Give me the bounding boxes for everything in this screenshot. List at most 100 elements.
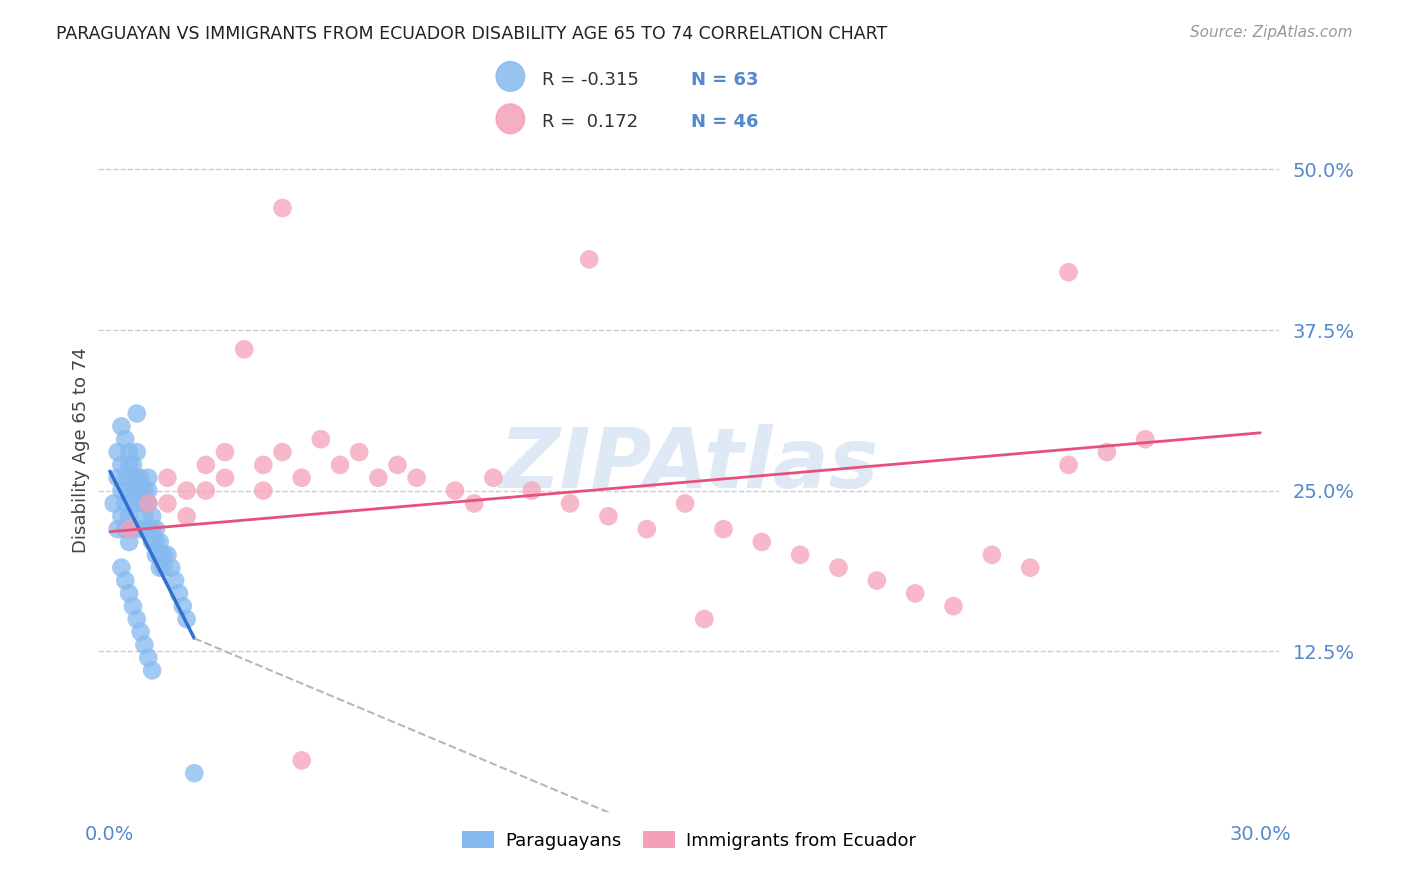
Point: [233, 343, 256, 357]
Point: [110, 509, 132, 524]
Point: [110, 483, 132, 498]
Point: [114, 471, 136, 485]
Point: [214, 471, 236, 485]
Point: [367, 471, 389, 485]
Point: [271, 445, 294, 459]
Point: [149, 535, 172, 549]
Point: [183, 766, 205, 780]
Ellipse shape: [496, 104, 524, 134]
Point: [194, 458, 217, 472]
Point: [558, 496, 581, 510]
Point: [149, 548, 172, 562]
Point: [405, 471, 427, 485]
Point: [387, 458, 409, 472]
Point: [194, 483, 217, 498]
Point: [118, 483, 141, 498]
Point: [176, 509, 198, 524]
Point: [136, 496, 159, 510]
Point: [673, 496, 696, 510]
Point: [136, 471, 159, 485]
Point: [134, 483, 156, 498]
Point: [125, 612, 148, 626]
Point: [167, 586, 190, 600]
Text: PARAGUAYAN VS IMMIGRANTS FROM ECUADOR DISABILITY AGE 65 TO 74 CORRELATION CHART: PARAGUAYAN VS IMMIGRANTS FROM ECUADOR DI…: [56, 25, 887, 43]
Point: [122, 522, 145, 536]
Point: [145, 548, 167, 562]
Point: [347, 445, 370, 459]
Point: [122, 496, 145, 510]
Point: [214, 445, 236, 459]
Point: [156, 471, 179, 485]
Point: [1057, 458, 1080, 472]
Point: [1135, 432, 1157, 446]
Text: N = 63: N = 63: [690, 71, 758, 89]
Point: [136, 650, 159, 665]
Point: [176, 483, 198, 498]
Point: [482, 471, 505, 485]
Point: [165, 574, 187, 588]
Point: [110, 419, 132, 434]
Point: [118, 445, 141, 459]
Point: [110, 458, 132, 472]
Point: [789, 548, 811, 562]
Point: [125, 407, 148, 421]
Point: [291, 753, 314, 767]
Point: [118, 586, 141, 600]
Point: [122, 599, 145, 614]
Point: [866, 574, 889, 588]
Point: [329, 458, 352, 472]
Point: [122, 471, 145, 485]
Text: R = -0.315: R = -0.315: [541, 71, 638, 89]
Point: [122, 458, 145, 472]
Point: [107, 471, 129, 485]
Point: [713, 522, 735, 536]
Point: [156, 496, 179, 510]
Point: [176, 612, 198, 626]
Point: [942, 599, 965, 614]
Point: [129, 624, 152, 639]
Point: [129, 496, 152, 510]
Point: [152, 548, 174, 562]
Point: [1057, 265, 1080, 279]
Point: [827, 560, 849, 574]
Point: [636, 522, 658, 536]
Point: [114, 522, 136, 536]
Point: [145, 535, 167, 549]
Point: [463, 496, 485, 510]
Point: [125, 483, 148, 498]
Point: [141, 535, 163, 549]
Point: [160, 560, 183, 574]
Y-axis label: Disability Age 65 to 74: Disability Age 65 to 74: [72, 348, 90, 553]
Point: [141, 522, 163, 536]
Point: [578, 252, 600, 267]
Point: [141, 664, 163, 678]
Point: [252, 483, 274, 498]
Point: [114, 574, 136, 588]
Text: ZIPAtlas: ZIPAtlas: [499, 425, 879, 506]
Point: [252, 458, 274, 472]
Point: [291, 471, 314, 485]
Point: [520, 483, 543, 498]
Point: [1019, 560, 1042, 574]
Point: [110, 560, 132, 574]
Point: [129, 471, 152, 485]
Point: [172, 599, 194, 614]
Point: [118, 522, 141, 536]
Text: R =  0.172: R = 0.172: [541, 113, 638, 131]
Point: [271, 201, 294, 215]
Point: [134, 496, 156, 510]
Point: [136, 522, 159, 536]
Point: [980, 548, 1002, 562]
Legend: Paraguayans, Immigrants from Ecuador: Paraguayans, Immigrants from Ecuador: [454, 823, 924, 857]
Point: [134, 638, 156, 652]
Point: [309, 432, 332, 446]
Point: [904, 586, 927, 600]
Point: [136, 483, 159, 498]
Point: [136, 496, 159, 510]
Point: [693, 612, 716, 626]
Point: [598, 509, 620, 524]
Ellipse shape: [496, 62, 524, 91]
Point: [141, 509, 163, 524]
Point: [118, 535, 141, 549]
Point: [129, 483, 152, 498]
